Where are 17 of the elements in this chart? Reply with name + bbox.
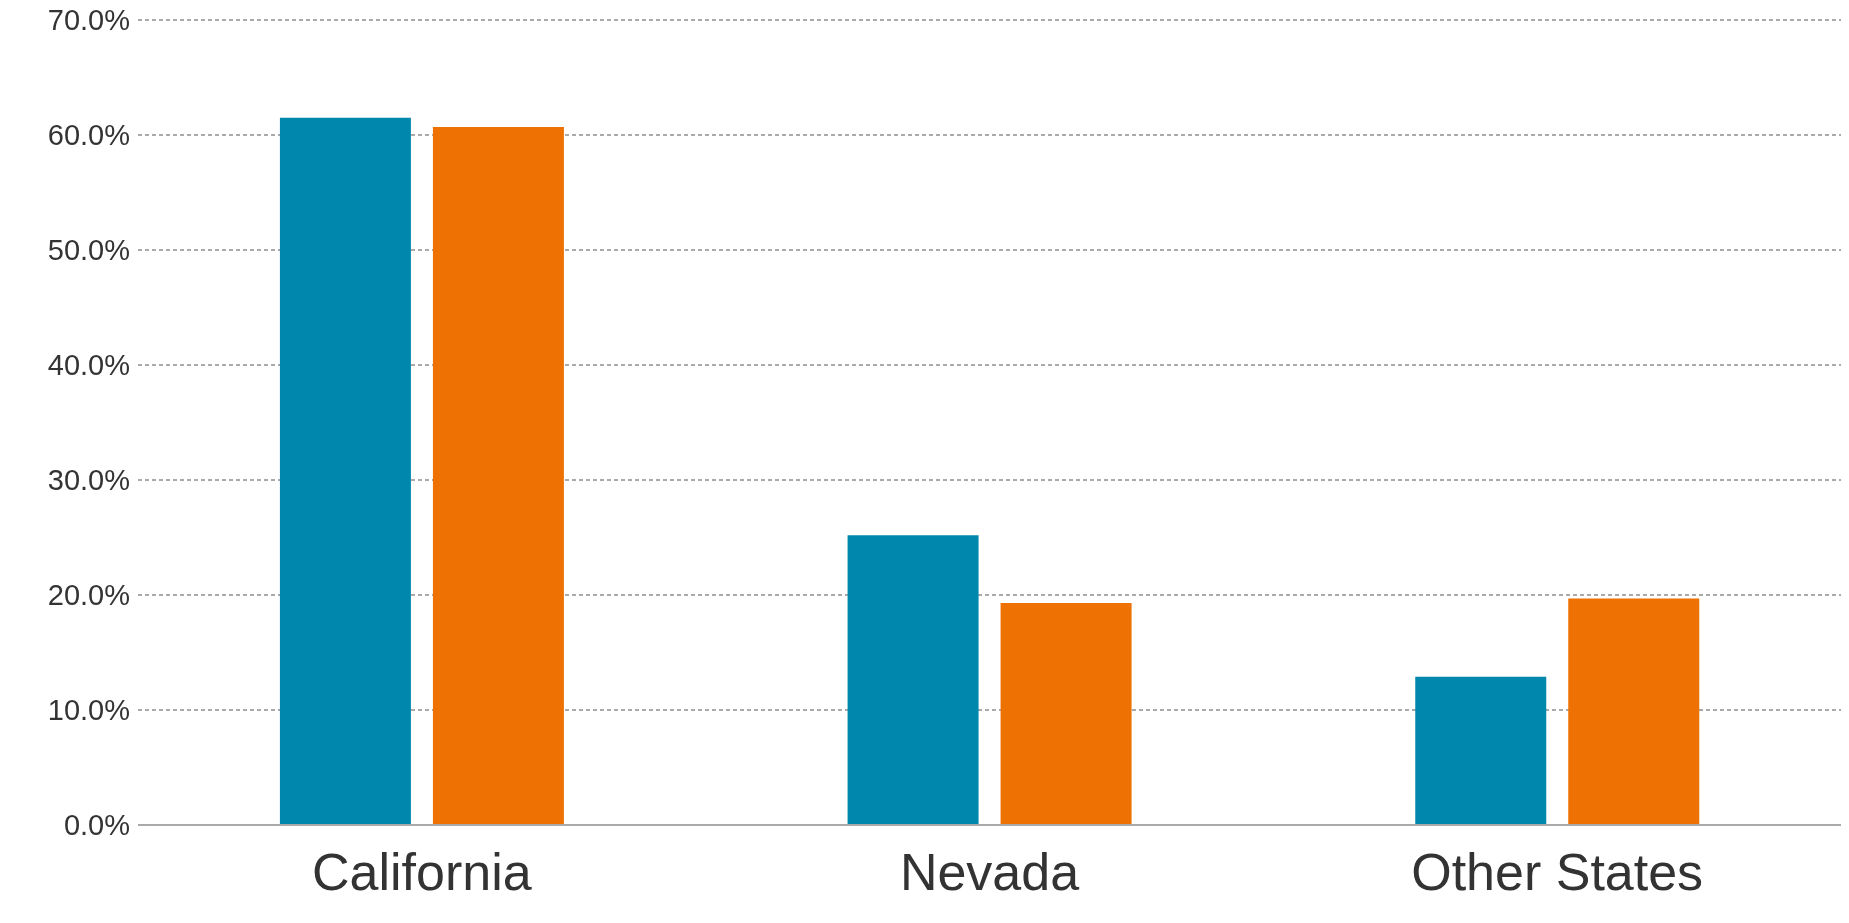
y-tick-label: 0.0% — [63, 809, 130, 842]
y-tick-label: 20.0% — [47, 579, 130, 612]
bar — [847, 535, 979, 825]
bar — [1000, 603, 1132, 825]
y-tick-label: 70.0% — [47, 4, 130, 37]
y-tick-label: 50.0% — [47, 234, 130, 267]
bar — [279, 117, 411, 825]
y-tick-label: 10.0% — [47, 694, 130, 727]
bar — [432, 126, 564, 825]
bar — [1415, 676, 1547, 825]
x-tick-label: California — [312, 842, 532, 901]
x-tick-label: Other States — [1411, 842, 1704, 901]
y-tick-label: 40.0% — [47, 349, 130, 382]
bar — [1568, 598, 1700, 825]
x-tick-label: Nevada — [899, 842, 1080, 901]
y-tick-label: 60.0% — [47, 119, 130, 152]
y-tick-label: 30.0% — [47, 464, 130, 497]
